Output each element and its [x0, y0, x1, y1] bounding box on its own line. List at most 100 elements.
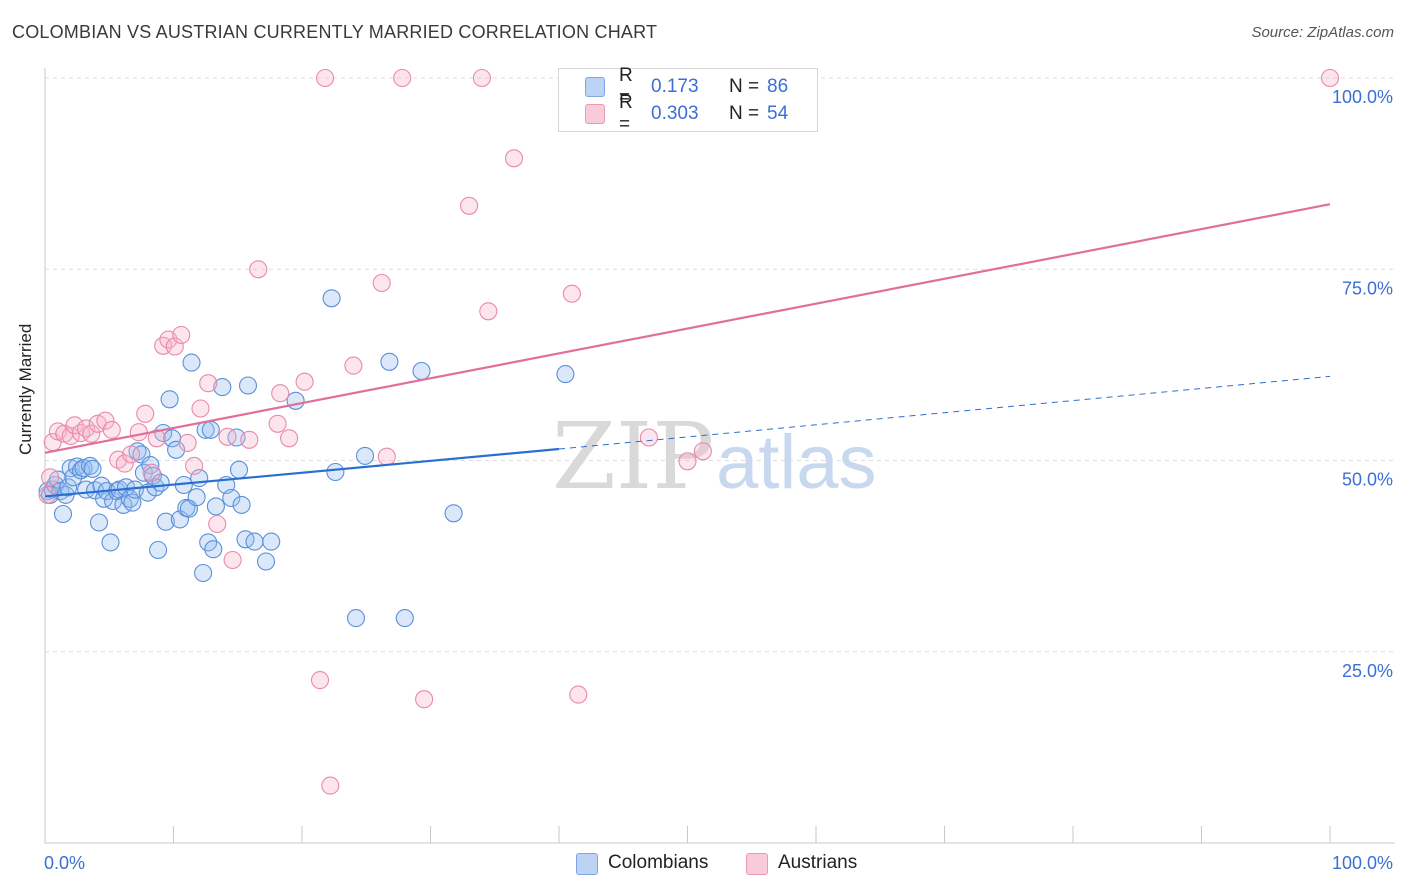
- colombians-point: [322, 289, 341, 308]
- austrians-point: [295, 372, 314, 391]
- austrians-point: [393, 68, 412, 88]
- n-label: N =: [729, 103, 760, 124]
- chart-title: COLOMBIAN VS AUSTRIAN CURRENTLY MARRIED …: [12, 22, 658, 42]
- colombians-point: [229, 460, 249, 479]
- n-value: 54: [767, 103, 789, 124]
- colombians-point: [143, 466, 162, 485]
- austrians-point: [479, 302, 498, 321]
- colombians-point: [262, 532, 281, 551]
- colombians-point: [80, 456, 100, 475]
- austrians-point: [344, 356, 363, 375]
- austrians-point: [504, 149, 524, 168]
- austrians-swatch: [585, 104, 605, 124]
- austrians-point: [415, 690, 434, 709]
- trend-lines: [44, 203, 1331, 498]
- r-value: 0.173: [651, 76, 699, 97]
- colombians-point: [556, 365, 575, 384]
- colombians-point: [238, 376, 258, 395]
- axes: [44, 68, 1395, 844]
- watermark-atlas: atlas: [716, 420, 877, 505]
- colombians-point: [232, 495, 251, 514]
- colombians-point: [201, 420, 220, 439]
- austrians-point: [61, 426, 80, 446]
- colombians-point: [64, 468, 83, 487]
- austrians-point: [316, 68, 335, 88]
- colombians-point: [141, 456, 160, 475]
- y-tick-label: 75.0%: [1342, 278, 1393, 298]
- n-value: 86: [767, 76, 789, 97]
- austrians-swatch: [746, 853, 768, 875]
- austrians-point: [678, 452, 697, 471]
- colombians-points: [38, 289, 575, 628]
- colombians-point: [89, 513, 109, 532]
- austrians-point: [208, 514, 227, 534]
- austrians-point: [142, 463, 161, 482]
- colombians-point: [444, 504, 463, 523]
- austrians-point: [472, 68, 491, 88]
- colombians-point: [59, 478, 78, 497]
- colombians-trend-line: [44, 447, 560, 498]
- tick-labels: 25.0% 50.0% 75.0% 100.0% 0.0% 100.0%: [44, 87, 1393, 873]
- austrians-point: [240, 430, 259, 449]
- austrians-point: [199, 374, 218, 393]
- austrians-point: [96, 411, 115, 430]
- austrians-point: [147, 429, 166, 448]
- colombians-point: [53, 504, 73, 524]
- r-label: R =: [619, 92, 633, 135]
- colombians-swatch: [585, 77, 605, 97]
- austrians-point: [178, 433, 197, 452]
- x-tick-label-min: 0.0%: [44, 853, 85, 873]
- austrians-point: [191, 399, 210, 418]
- austrians-point: [639, 428, 658, 447]
- colombians-point: [380, 352, 399, 371]
- colombians-point: [346, 609, 366, 628]
- austrians-point: [218, 427, 237, 446]
- austrians-point: [271, 384, 290, 403]
- austrians-point: [165, 337, 184, 356]
- austrians-point: [280, 429, 299, 448]
- austrians-point: [172, 325, 191, 345]
- colombians-point: [286, 391, 305, 410]
- legend-austrians-label: Austrians: [778, 852, 858, 873]
- colombians-point: [83, 459, 102, 478]
- colombians-point: [160, 390, 179, 409]
- austrians-point: [136, 404, 155, 423]
- austrians-point: [569, 685, 588, 704]
- colombians-point: [156, 512, 175, 531]
- colombians-point: [182, 353, 201, 372]
- y-tick-label: 50.0%: [1342, 470, 1393, 490]
- austrians-point: [562, 284, 581, 303]
- colombians-point: [101, 533, 120, 552]
- austrians-point: [310, 671, 330, 690]
- legend-colombians-label: Colombians: [608, 852, 709, 873]
- austrians-point: [129, 423, 148, 442]
- austrians-point: [268, 414, 287, 433]
- colombians-swatch: [576, 853, 598, 875]
- source-label: Source: ZipAtlas.com: [1251, 24, 1394, 41]
- colombians-point: [204, 540, 223, 559]
- colombians-point: [206, 497, 225, 516]
- colombians-point: [187, 488, 206, 507]
- colombians-point: [326, 462, 345, 482]
- watermark: ZIP atlas: [552, 403, 877, 510]
- colombians-point: [167, 440, 186, 459]
- colombians-point: [245, 532, 264, 551]
- austrians-point: [693, 442, 712, 461]
- austrians-point: [185, 456, 204, 475]
- r-label: R =: [619, 65, 633, 108]
- austrians-point: [41, 468, 60, 487]
- austrians-point: [372, 273, 391, 293]
- colombians-point: [222, 488, 241, 508]
- austrians-point: [223, 550, 242, 570]
- x-tick-label-max: 100.0%: [1332, 853, 1393, 873]
- colombians-point: [194, 563, 213, 583]
- watermark-zip: ZIP: [552, 403, 714, 510]
- y-tick-label: 25.0%: [1342, 661, 1393, 681]
- austrians-point: [122, 445, 141, 464]
- colombians-point: [71, 461, 91, 480]
- stats-legend: R = 0.173 N = 86 R = 0.303 N = 54: [558, 65, 818, 135]
- colombians-point: [395, 609, 414, 628]
- austrians-point: [82, 424, 101, 443]
- austrians-point: [321, 776, 340, 795]
